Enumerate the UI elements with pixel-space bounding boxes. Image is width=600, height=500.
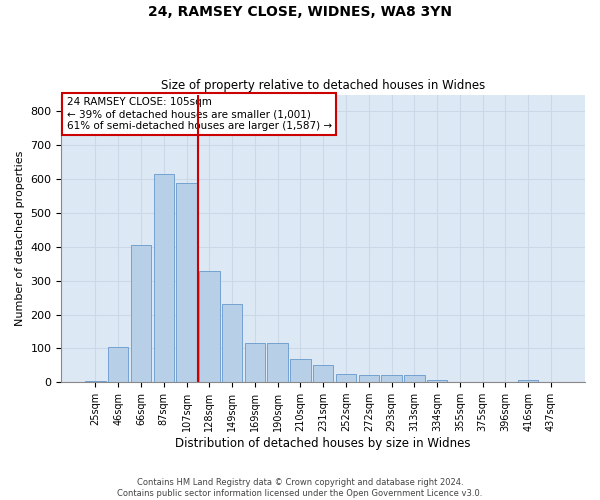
Bar: [359, 376, 379, 382]
Bar: [222, 304, 242, 382]
Bar: [427, 380, 448, 382]
Title: Size of property relative to detached houses in Widnes: Size of property relative to detached ho…: [161, 79, 485, 92]
Bar: [199, 270, 220, 382]
Bar: [381, 376, 402, 382]
Bar: [176, 182, 197, 382]
Bar: [518, 380, 538, 382]
Bar: [313, 366, 334, 382]
Bar: [404, 376, 425, 382]
Text: 24 RAMSEY CLOSE: 105sqm
← 39% of detached houses are smaller (1,001)
61% of semi: 24 RAMSEY CLOSE: 105sqm ← 39% of detache…: [67, 98, 332, 130]
Bar: [245, 344, 265, 382]
Bar: [85, 380, 106, 382]
X-axis label: Distribution of detached houses by size in Widnes: Distribution of detached houses by size …: [175, 437, 471, 450]
Bar: [336, 374, 356, 382]
Bar: [108, 346, 128, 382]
Bar: [131, 245, 151, 382]
Y-axis label: Number of detached properties: Number of detached properties: [15, 150, 25, 326]
Bar: [154, 174, 174, 382]
Text: Contains HM Land Registry data © Crown copyright and database right 2024.
Contai: Contains HM Land Registry data © Crown c…: [118, 478, 482, 498]
Bar: [268, 344, 288, 382]
Text: 24, RAMSEY CLOSE, WIDNES, WA8 3YN: 24, RAMSEY CLOSE, WIDNES, WA8 3YN: [148, 5, 452, 19]
Bar: [290, 358, 311, 382]
